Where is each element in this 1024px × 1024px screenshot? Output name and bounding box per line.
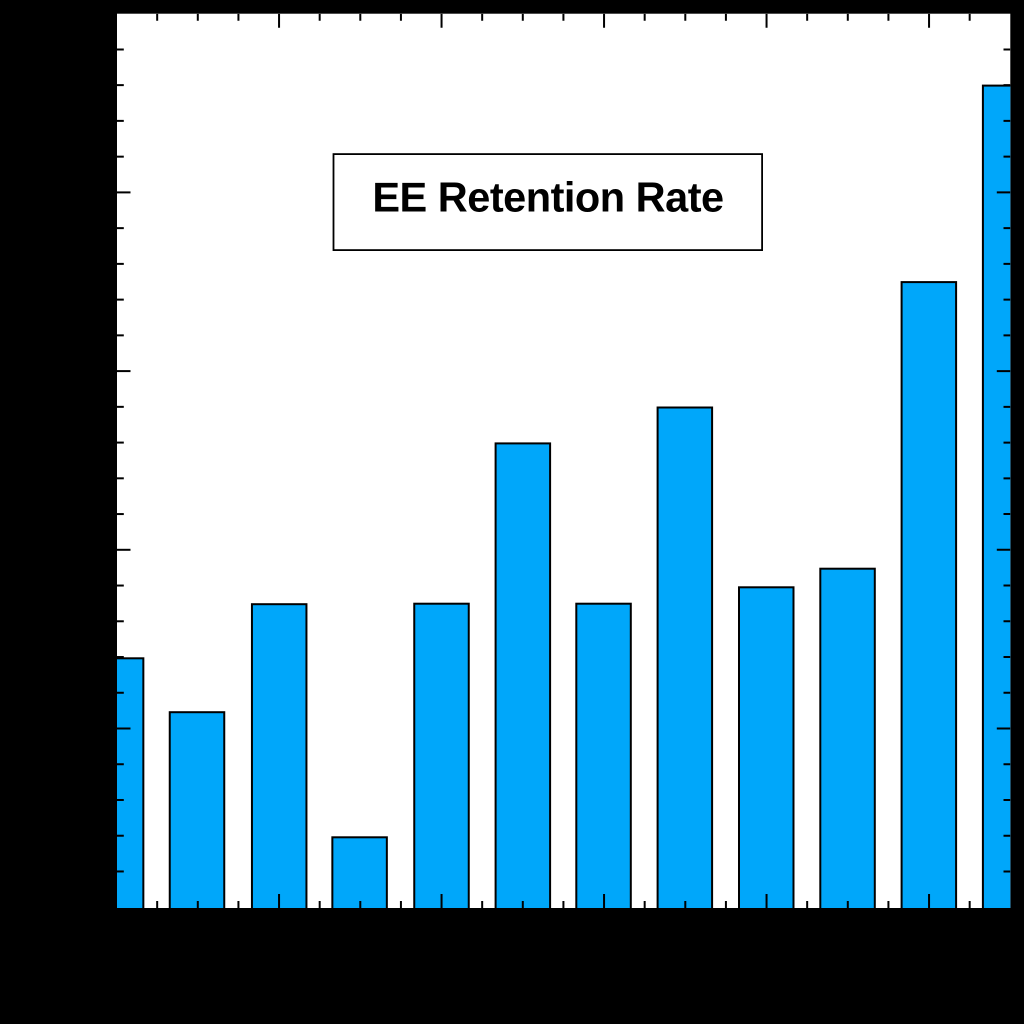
- svg-text:EE Retention Rate: EE Retention Rate: [372, 174, 723, 221]
